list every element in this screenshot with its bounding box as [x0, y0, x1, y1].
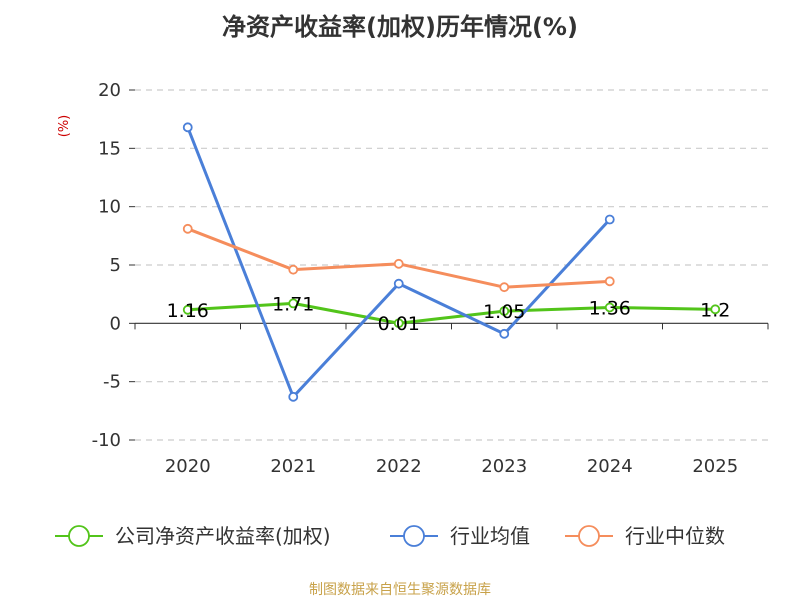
x-tick-label: 2025: [692, 456, 738, 477]
data-point: [288, 264, 299, 275]
data-point: [710, 304, 721, 315]
x-tick-label: 2022: [376, 456, 422, 477]
source-note: 制图数据来自恒生聚源数据库: [309, 582, 491, 598]
data-point: [499, 306, 510, 316]
data-point: [393, 258, 404, 269]
x-tick-label: 2024: [587, 456, 633, 477]
y-tick-label: 0: [110, 313, 121, 334]
series-line-2: [186, 227, 612, 289]
y-tick-label: 15: [98, 138, 121, 159]
data-point: [393, 278, 404, 289]
data-point: [182, 304, 193, 315]
data-point: [182, 122, 193, 133]
data-label: 0.01: [378, 313, 420, 335]
series: [182, 122, 721, 402]
data-label: 1.16: [167, 300, 209, 322]
legend-swatch-marker: [403, 525, 425, 547]
data-label: 1.36: [589, 297, 631, 319]
data-point: [288, 298, 299, 309]
x-tick-label: 2023: [481, 456, 527, 477]
data-point: [182, 223, 193, 234]
grid: [135, 89, 768, 441]
y-tick-label: 10: [98, 197, 121, 218]
data-label: 1.05: [483, 301, 525, 323]
data-point: [499, 282, 510, 293]
y-unit-label: (%): [57, 115, 72, 138]
x-tick-label: 2020: [165, 456, 211, 477]
legend-label: 行业均值: [450, 524, 530, 548]
data-point: [288, 391, 299, 402]
data-labels: 1.16 1.71 0.01 1.05 1.36 1.2: [167, 293, 731, 335]
chart-title: 净资产收益率(加权)历年情况(%): [222, 13, 578, 41]
legend-swatch-marker: [68, 525, 90, 547]
data-point: [393, 318, 404, 329]
series-line-0: [186, 301, 717, 325]
x-tick-label: 2021: [270, 456, 316, 477]
data-point: [604, 276, 615, 287]
axes: 20 15 10 5 0 -5 -10 2020 2021 2022 2023 2024 2025: [92, 80, 769, 477]
y-tick-label: -10: [92, 430, 121, 451]
data-label: 1.71: [272, 293, 314, 315]
legend-swatch-marker: [578, 525, 600, 547]
legend-label: 公司净资产收益率(加权): [115, 524, 331, 548]
data-label: 1.2: [700, 299, 730, 321]
legend: 公司净资产收益率(加权) 行业均值 行业中位数: [55, 524, 725, 548]
data-point: [604, 302, 615, 313]
y-tick-label: 5: [110, 255, 121, 276]
data-point: [604, 214, 615, 225]
y-tick-label: -5: [103, 372, 121, 393]
data-point: [499, 328, 510, 339]
y-tick-label: 20: [98, 80, 121, 101]
legend-label: 行业中位数: [625, 524, 725, 548]
